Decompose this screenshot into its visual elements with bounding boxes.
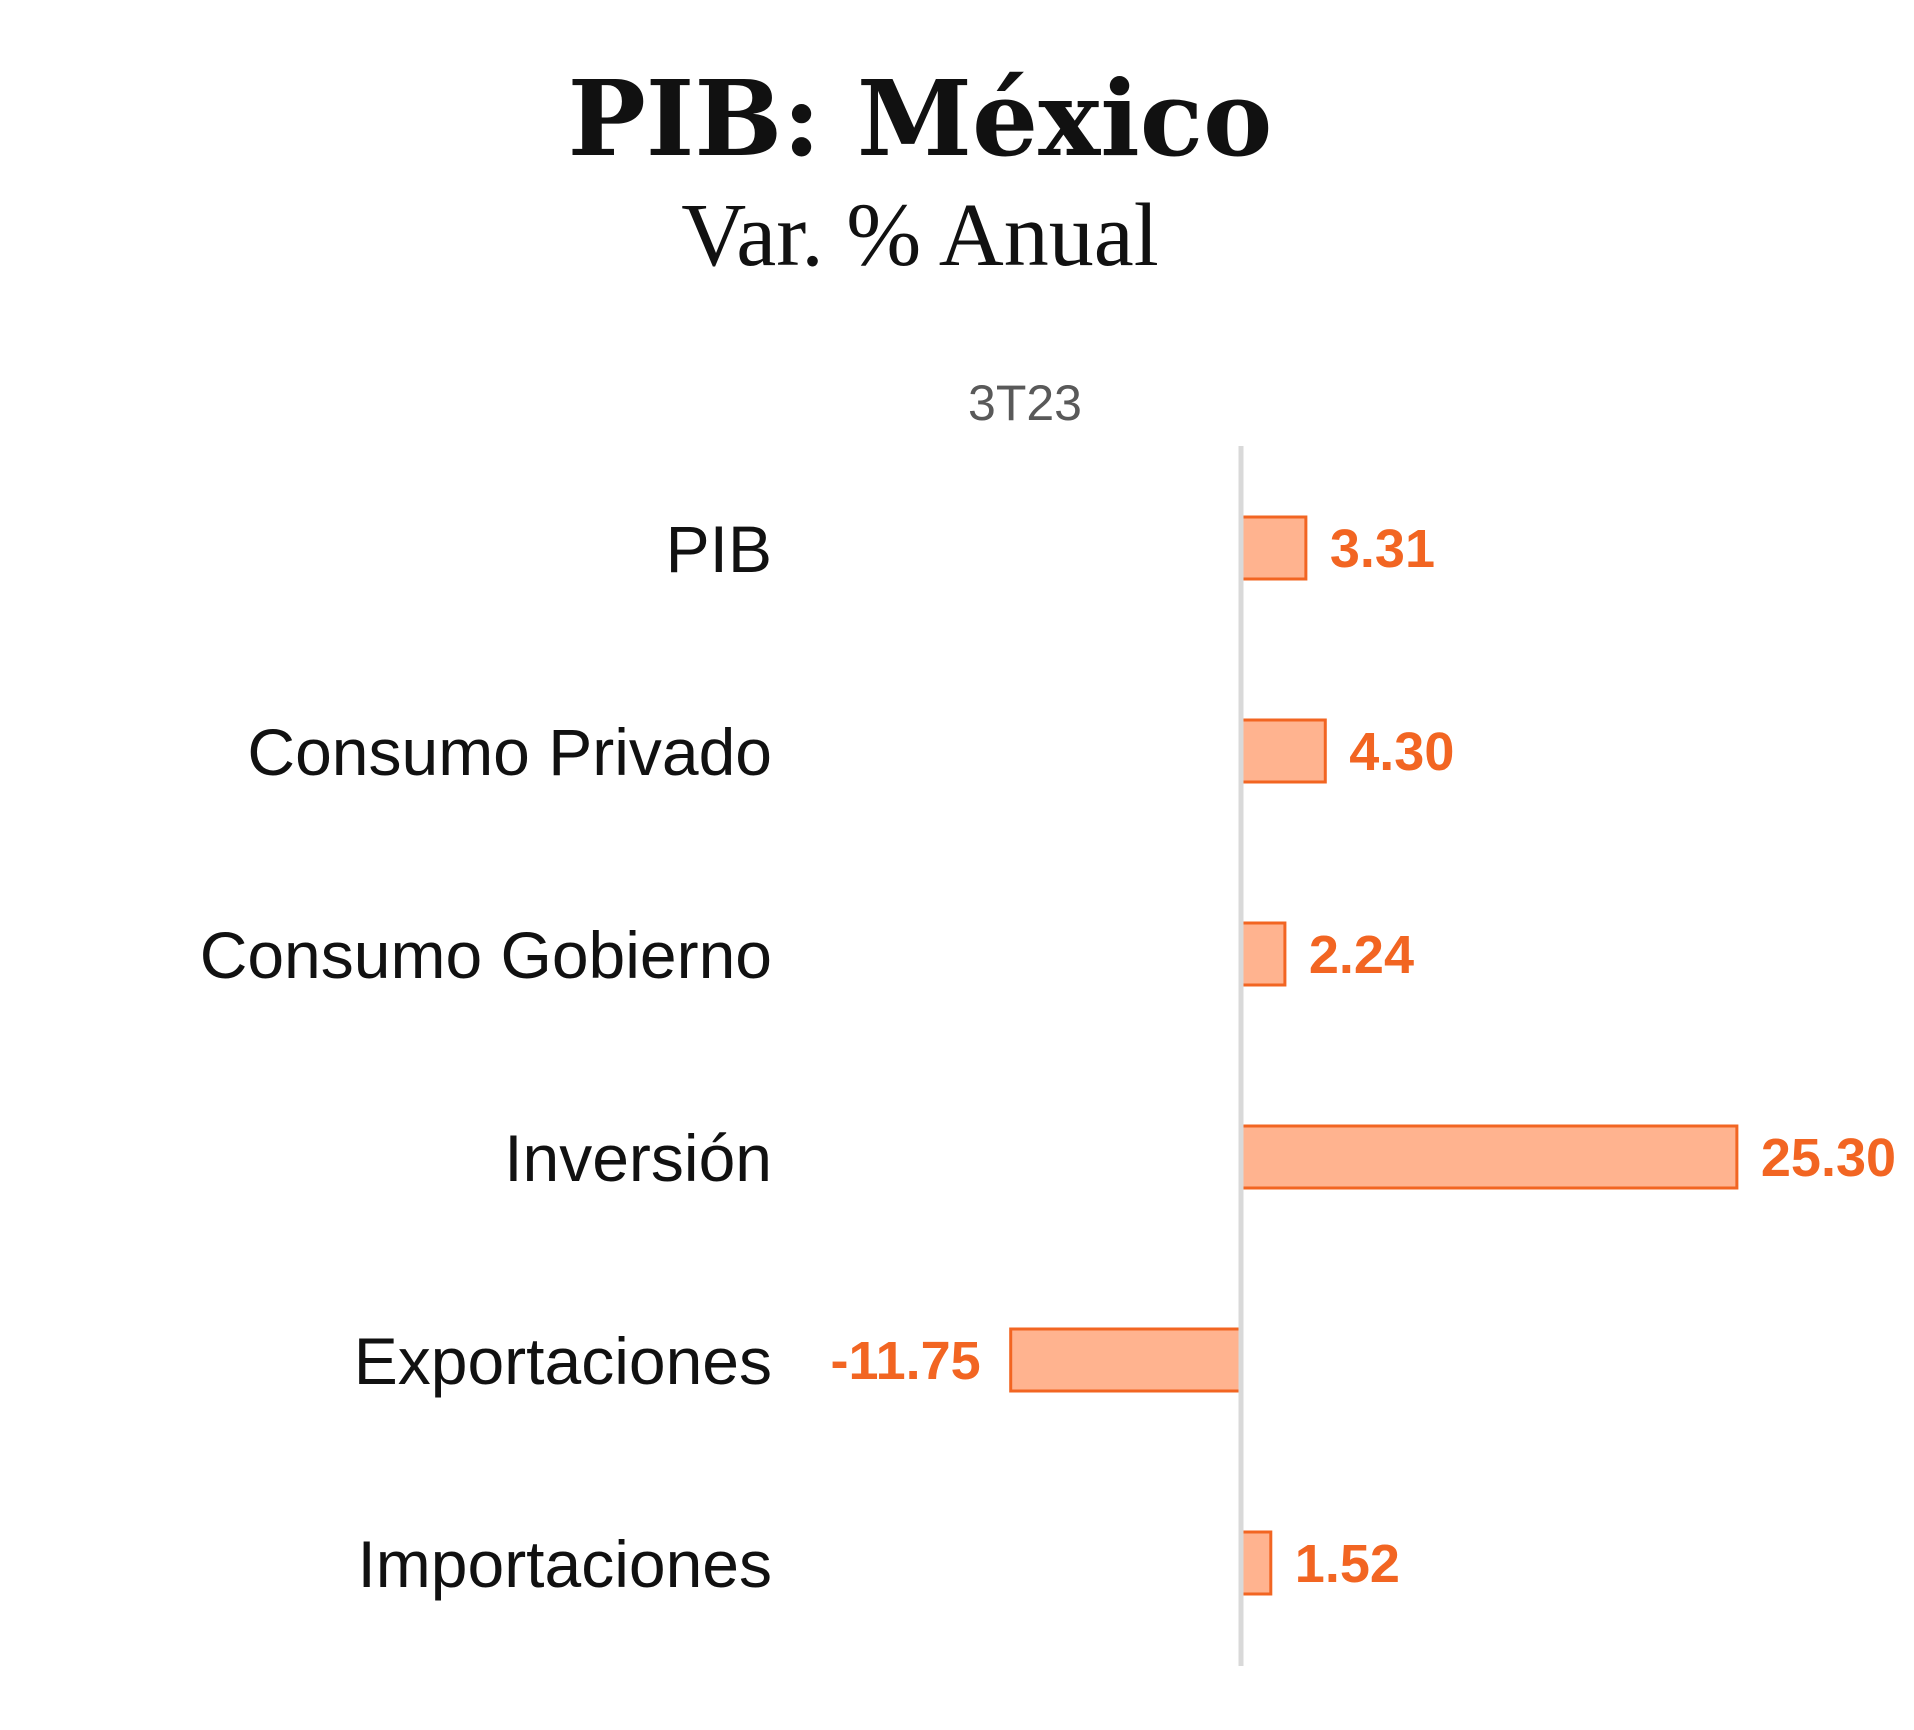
bar [1239, 1530, 1273, 1596]
category-label: Consumo Gobierno [200, 918, 772, 992]
bars-group: PIB 3.31 Consumo Privado 4.30 Consumo Gobier… [200, 512, 1896, 1601]
category-label: PIB [666, 512, 772, 586]
value-label: 3.31 [1330, 519, 1435, 579]
bar [1239, 1124, 1739, 1190]
value-label: -11.75 [831, 1331, 981, 1391]
chart-subtitle: Var. % Anual [681, 186, 1158, 285]
bar [1239, 718, 1327, 784]
bar [1239, 921, 1287, 987]
bar [1239, 515, 1308, 581]
category-label: Importaciones [357, 1527, 772, 1601]
category-label: Exportaciones [354, 1324, 772, 1398]
series-label: 3T23 [968, 375, 1082, 431]
category-label: Consumo Privado [247, 715, 772, 789]
bar [1009, 1327, 1243, 1393]
value-label: 25.30 [1761, 1128, 1896, 1188]
value-label: 1.52 [1295, 1534, 1400, 1594]
value-label: 2.24 [1309, 925, 1414, 985]
category-label: Inversión [504, 1121, 772, 1195]
chart-title: PIB: México [568, 57, 1273, 180]
value-label: 4.30 [1349, 722, 1454, 782]
